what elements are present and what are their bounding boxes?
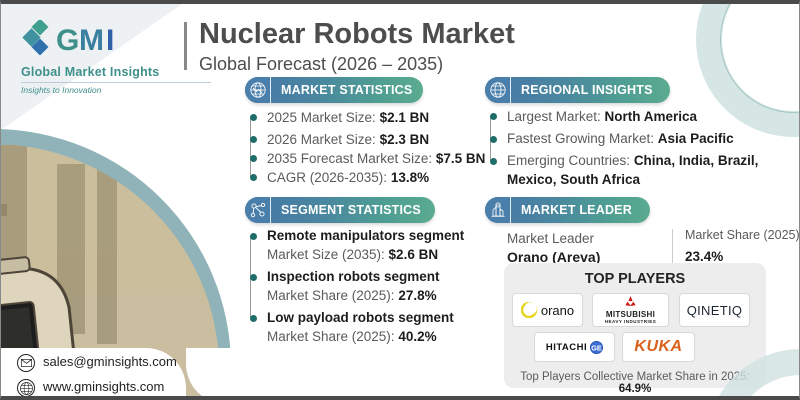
svg-text:GE: GE	[591, 343, 602, 352]
svg-text:G: G	[56, 24, 79, 57]
svg-text:M: M	[79, 24, 104, 57]
svg-text:I: I	[106, 24, 114, 57]
